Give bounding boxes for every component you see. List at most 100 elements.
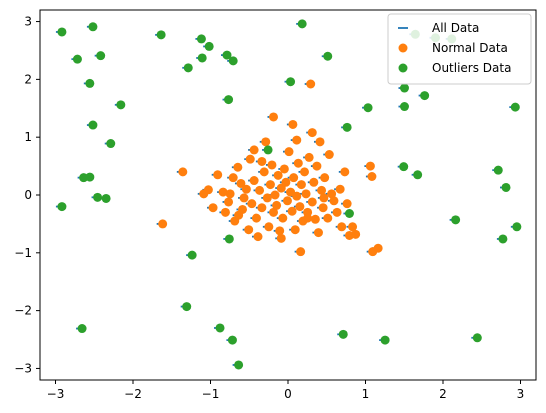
outlier-data-point	[57, 27, 67, 37]
legend-label: Outliers Data	[432, 61, 511, 75]
outlier-data-point	[493, 165, 503, 175]
outlier-data-point	[197, 53, 207, 63]
outlier-data-point	[227, 335, 237, 345]
legend-label: All Data	[432, 21, 479, 35]
normal-data-point	[348, 222, 358, 232]
normal-data-point	[282, 196, 292, 206]
normal-data-point	[309, 177, 319, 187]
outlier-data-point	[196, 34, 206, 44]
legend-marker-normal-data	[398, 43, 408, 53]
normal-data-point	[279, 164, 289, 174]
legend-box	[387, 13, 532, 85]
y-tick-label: −3	[14, 361, 32, 375]
normal-data-point	[290, 225, 300, 235]
outlier-data-point	[93, 192, 103, 202]
outlier-data-point	[156, 30, 166, 40]
normal-data-point	[292, 135, 302, 145]
outlier-data-point	[224, 95, 234, 105]
y-tick-label: −1	[14, 246, 32, 260]
normal-data-point	[257, 203, 267, 213]
normal-data-point	[300, 167, 309, 177]
outlier-data-point	[85, 172, 95, 182]
normal-data-point	[236, 178, 246, 188]
outlier-data-point	[420, 91, 430, 101]
normal-data-point	[208, 203, 218, 213]
y-tick-label: 0	[24, 188, 32, 202]
normal-data-point	[293, 158, 303, 168]
outlier-data-point	[57, 202, 67, 212]
outlier-data-point	[323, 51, 333, 61]
normal-data-point	[320, 173, 330, 183]
normal-data-point	[251, 213, 261, 223]
outlier-data-point	[342, 122, 352, 132]
outlier-data-point	[182, 302, 192, 312]
normal-data-point	[312, 161, 322, 171]
normal-data-point	[318, 203, 328, 213]
outlier-data-point	[106, 139, 116, 149]
normal-data-point	[269, 112, 278, 122]
normal-data-point	[317, 185, 327, 195]
outlier-data-point	[501, 182, 511, 192]
normal-data-point	[289, 173, 299, 183]
normal-data-point	[261, 137, 271, 147]
normal-data-point	[373, 243, 383, 253]
x-tick-label: 2	[439, 387, 447, 401]
normal-data-point	[225, 189, 235, 199]
normal-data-point	[199, 189, 209, 199]
normal-data-point	[267, 160, 277, 170]
normal-data-point	[296, 247, 306, 257]
normal-data-point	[327, 189, 337, 199]
normal-data-point	[272, 200, 282, 210]
x-tick-label: −3	[47, 387, 65, 401]
normal-data-point	[306, 79, 316, 89]
normal-data-point	[224, 197, 234, 207]
normal-data-point	[307, 197, 317, 207]
normal-data-point	[340, 167, 350, 177]
outlier-data-point	[228, 56, 238, 66]
normal-data-point	[239, 193, 249, 203]
normal-data-point	[233, 162, 243, 172]
outlier-data-point	[512, 222, 522, 232]
normal-data-point	[264, 222, 274, 232]
outlier-data-point	[96, 51, 106, 61]
legend: All Data Normal Data Outliers Data	[387, 13, 532, 85]
outlier-data-point	[297, 19, 307, 29]
outlier-data-point	[380, 335, 390, 345]
outlier-data-point	[204, 41, 214, 51]
normal-data-point	[158, 219, 168, 229]
outlier-data-point	[215, 323, 225, 333]
normal-data-point	[281, 177, 291, 187]
normal-data-point	[213, 170, 223, 180]
outlier-data-point	[234, 360, 244, 370]
normal-data-point	[244, 225, 254, 235]
outlier-data-point	[101, 193, 111, 203]
normal-data-point	[249, 176, 259, 186]
normal-data-point	[319, 193, 329, 203]
normal-data-point	[255, 185, 265, 195]
normal-data-point	[284, 147, 294, 157]
outlier-data-point	[344, 209, 354, 218]
normal-data-point	[310, 214, 320, 224]
normal-data-point	[241, 184, 251, 194]
normal-data-point	[275, 226, 285, 236]
outlier-data-point	[187, 250, 197, 260]
outlier-data-point	[85, 78, 95, 88]
normal-data-point	[273, 170, 283, 180]
normal-data-point	[228, 173, 238, 183]
outlier-data-point	[363, 103, 373, 113]
outlier-data-point	[451, 215, 461, 225]
outlier-data-point	[413, 170, 423, 180]
normal-data-point	[218, 187, 228, 197]
points-layer	[55, 19, 522, 370]
legend-marker-outliers-data	[398, 63, 408, 73]
normal-data-point	[257, 156, 267, 166]
outlier-data-point	[263, 145, 273, 155]
outlier-data-point	[88, 120, 98, 130]
outlier-data-point	[72, 54, 82, 64]
x-tick-label: 3	[517, 387, 525, 401]
normal-data-point	[351, 229, 361, 239]
outlier-data-point	[399, 83, 409, 93]
x-axis: −3 −2 −1 0 1 2 3	[47, 380, 525, 401]
normal-data-point	[296, 180, 306, 190]
